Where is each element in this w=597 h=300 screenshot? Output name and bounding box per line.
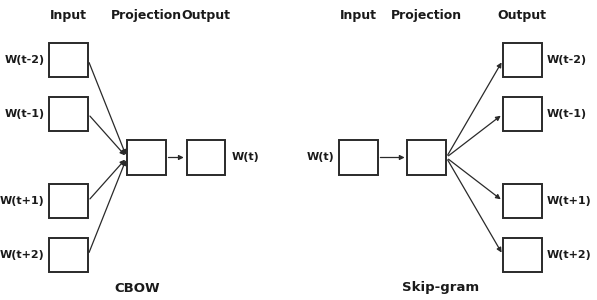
- Text: W(t-2): W(t-2): [4, 55, 45, 65]
- Text: W(t-1): W(t-1): [4, 109, 45, 119]
- Bar: [407, 140, 447, 175]
- Bar: [339, 140, 378, 175]
- Text: W(t+2): W(t+2): [0, 250, 45, 260]
- Text: Projection: Projection: [110, 8, 182, 22]
- Bar: [503, 184, 542, 218]
- Text: Projection: Projection: [391, 8, 463, 22]
- Text: W(t+2): W(t+2): [547, 250, 591, 260]
- Text: Input: Input: [50, 8, 87, 22]
- Text: W(t-1): W(t-1): [547, 109, 587, 119]
- Text: Output: Output: [498, 8, 547, 22]
- Text: W(t): W(t): [306, 152, 334, 163]
- Text: CBOW: CBOW: [115, 281, 160, 295]
- Text: Skip-gram: Skip-gram: [402, 281, 479, 295]
- Bar: [503, 238, 542, 272]
- Text: W(t+1): W(t+1): [547, 196, 591, 206]
- Text: Input: Input: [340, 8, 377, 22]
- Bar: [186, 140, 226, 175]
- Text: Output: Output: [181, 8, 230, 22]
- Bar: [503, 97, 542, 131]
- Bar: [49, 238, 88, 272]
- Text: W(t+1): W(t+1): [0, 196, 45, 206]
- Bar: [49, 184, 88, 218]
- Text: W(t): W(t): [231, 152, 259, 163]
- Bar: [49, 43, 88, 77]
- Bar: [503, 43, 542, 77]
- Bar: [127, 140, 165, 175]
- Bar: [49, 97, 88, 131]
- Text: W(t-2): W(t-2): [547, 55, 587, 65]
